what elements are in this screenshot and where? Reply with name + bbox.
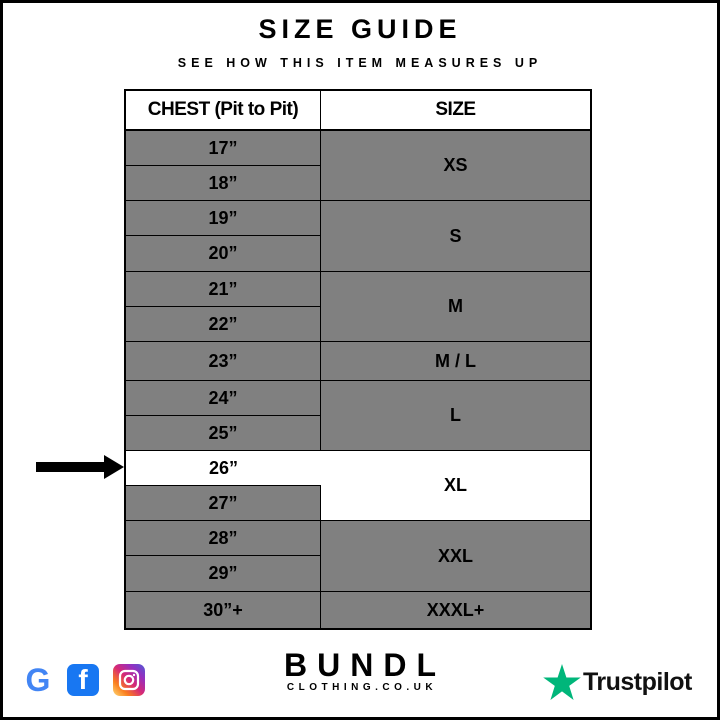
size-cell: S xyxy=(321,201,590,272)
arrow-right-icon xyxy=(36,455,124,479)
chest-cell: 17” xyxy=(126,131,321,166)
brand-url: CLOTHING.CO.UK xyxy=(286,682,438,693)
page-subtitle: SEE HOW THIS ITEM MEASURES UP xyxy=(177,56,543,70)
header-size: SIZE xyxy=(321,91,590,131)
chest-cell: 28” xyxy=(126,521,321,556)
star-icon xyxy=(543,664,581,700)
chest-cell: 22” xyxy=(126,307,321,342)
chest-cell: 23” xyxy=(126,342,321,381)
trustpilot-logo: Trustpilot xyxy=(543,664,692,700)
chest-cell: 30”+ xyxy=(126,592,321,628)
size-cell: M xyxy=(321,272,590,342)
google-icon: G xyxy=(25,661,51,698)
chest-cell: 21” xyxy=(126,272,321,307)
brand-logo: BUNDL xyxy=(284,647,446,683)
header-chest: CHEST (Pit to Pit) xyxy=(126,91,321,131)
instagram-icon xyxy=(113,664,145,696)
chest-cell-highlighted: 26” xyxy=(126,451,321,486)
size-cell: XXXL+ xyxy=(426,599,485,620)
size-cell: XS xyxy=(321,131,590,201)
trustpilot-text: Trustpilot xyxy=(583,667,692,696)
facebook-icon: f xyxy=(67,664,99,696)
chest-cell: 25” xyxy=(126,416,321,451)
size-cell: M / L xyxy=(321,342,590,381)
size-cell: XXL xyxy=(321,521,590,592)
chest-cell: 19” xyxy=(126,201,321,236)
chest-cell: 29” xyxy=(126,556,321,592)
size-cell: L xyxy=(321,381,590,451)
page-title: SIZE GUIDE xyxy=(258,14,462,44)
size-table: CHEST (Pit to Pit) SIZE 17” 18” 19” 20” … xyxy=(124,89,592,630)
chest-cell: 18” xyxy=(126,166,321,201)
chest-cell: 27” xyxy=(126,486,321,521)
chest-cell: 24” xyxy=(126,381,321,416)
size-cell-highlighted: XL xyxy=(321,451,590,521)
chest-cell: 20” xyxy=(126,236,321,272)
